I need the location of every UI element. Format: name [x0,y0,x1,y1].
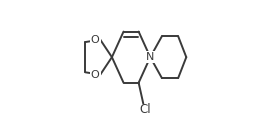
Text: Cl: Cl [139,103,151,116]
Text: N: N [146,52,154,62]
Text: O: O [91,70,99,80]
Text: O: O [91,35,99,45]
